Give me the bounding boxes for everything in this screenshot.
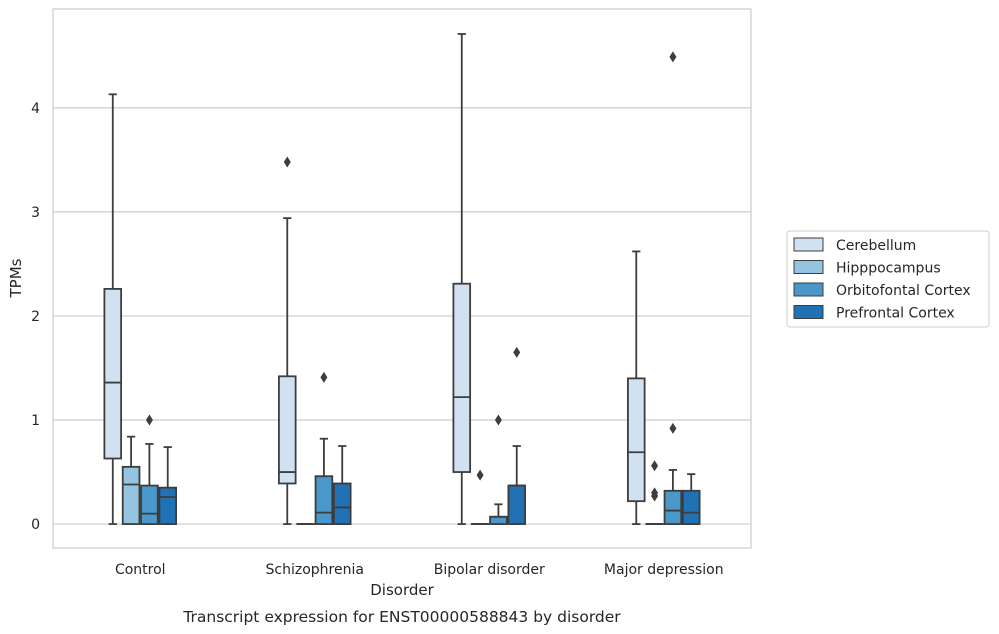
legend-frame (786, 230, 990, 328)
legend-label: Hipppocampus (836, 261, 941, 277)
x-tick-label: Major depression (604, 562, 724, 578)
x-tick-label: Bipolar disorder (434, 562, 545, 578)
y-tick-label: 3 (31, 205, 40, 221)
box-body (121, 465, 141, 525)
outlier-point (669, 422, 677, 434)
box-3-0 (627, 250, 646, 525)
x-tick-label: Control (115, 562, 166, 578)
outlier-point (669, 51, 677, 63)
legend-item: Cerebellum (793, 237, 916, 254)
legend-swatch (793, 282, 824, 297)
legend-item: Prefrontal Cortex (793, 305, 955, 322)
box-body (507, 484, 526, 525)
box-2-2 (489, 414, 508, 525)
outlier-point (320, 371, 328, 383)
box-2-1 (470, 469, 490, 525)
box-2-3 (507, 346, 526, 525)
box-body (627, 377, 646, 503)
box-1-2 (314, 371, 334, 525)
legend-swatch (793, 305, 824, 319)
y-axis-label: TPMs (7, 258, 25, 298)
box-0-1 (121, 435, 141, 525)
box-series (103, 33, 701, 525)
outlier-point (651, 490, 659, 502)
box-body (489, 515, 508, 525)
chart-caption: Transcript expression for ENST0000058884… (182, 608, 621, 626)
box-body (663, 489, 683, 525)
outlier-point (651, 460, 659, 472)
box-body (452, 282, 472, 473)
box-2-0 (452, 33, 472, 525)
box-body (278, 375, 297, 485)
legend-label: Prefrontal Cortex (836, 306, 955, 322)
box-body (103, 288, 123, 460)
box-0-3 (158, 446, 177, 525)
outlier-point (513, 346, 521, 358)
box-0-0 (103, 93, 123, 525)
box-body (158, 486, 177, 525)
box-3-2 (663, 51, 683, 525)
legend-swatch (793, 237, 824, 252)
legend-label: Cerebellum (836, 238, 916, 254)
y-axis-ticks: 0 1 2 3 4 (31, 101, 40, 533)
y-tick-label: 0 (31, 517, 40, 533)
box-body (314, 475, 334, 525)
outlier-point (476, 469, 484, 481)
box-body (332, 482, 352, 525)
x-tick-label: Schizophrenia (266, 562, 364, 578)
box-1-0 (278, 156, 297, 525)
box-3-1 (645, 460, 664, 525)
y-tick-label: 4 (31, 101, 40, 117)
box-body (140, 484, 159, 525)
y-tick-label: 2 (31, 309, 40, 325)
box-body (681, 489, 701, 525)
y-tick-label: 1 (31, 413, 40, 429)
legend: Cerebellum Hipppocampus Orbitofontal Corte… (786, 230, 990, 328)
legend-item: Hipppocampus (793, 260, 941, 277)
outlier-point (283, 156, 291, 168)
legend-label: Orbitofontal Cortex (836, 283, 971, 299)
x-axis-label: Disorder (370, 581, 434, 599)
legend-swatch (793, 260, 824, 274)
outlier-point (494, 414, 502, 426)
box-0-2 (140, 414, 159, 525)
box-3-3 (681, 473, 701, 525)
outlier-point (145, 414, 153, 426)
box-1-3 (332, 445, 352, 525)
legend-item: Orbitofontal Cortex (793, 282, 971, 299)
plot-area (52, 8, 752, 549)
x-axis-ticks: Control Schizophrenia Bipolar disorder Majo… (115, 562, 724, 578)
